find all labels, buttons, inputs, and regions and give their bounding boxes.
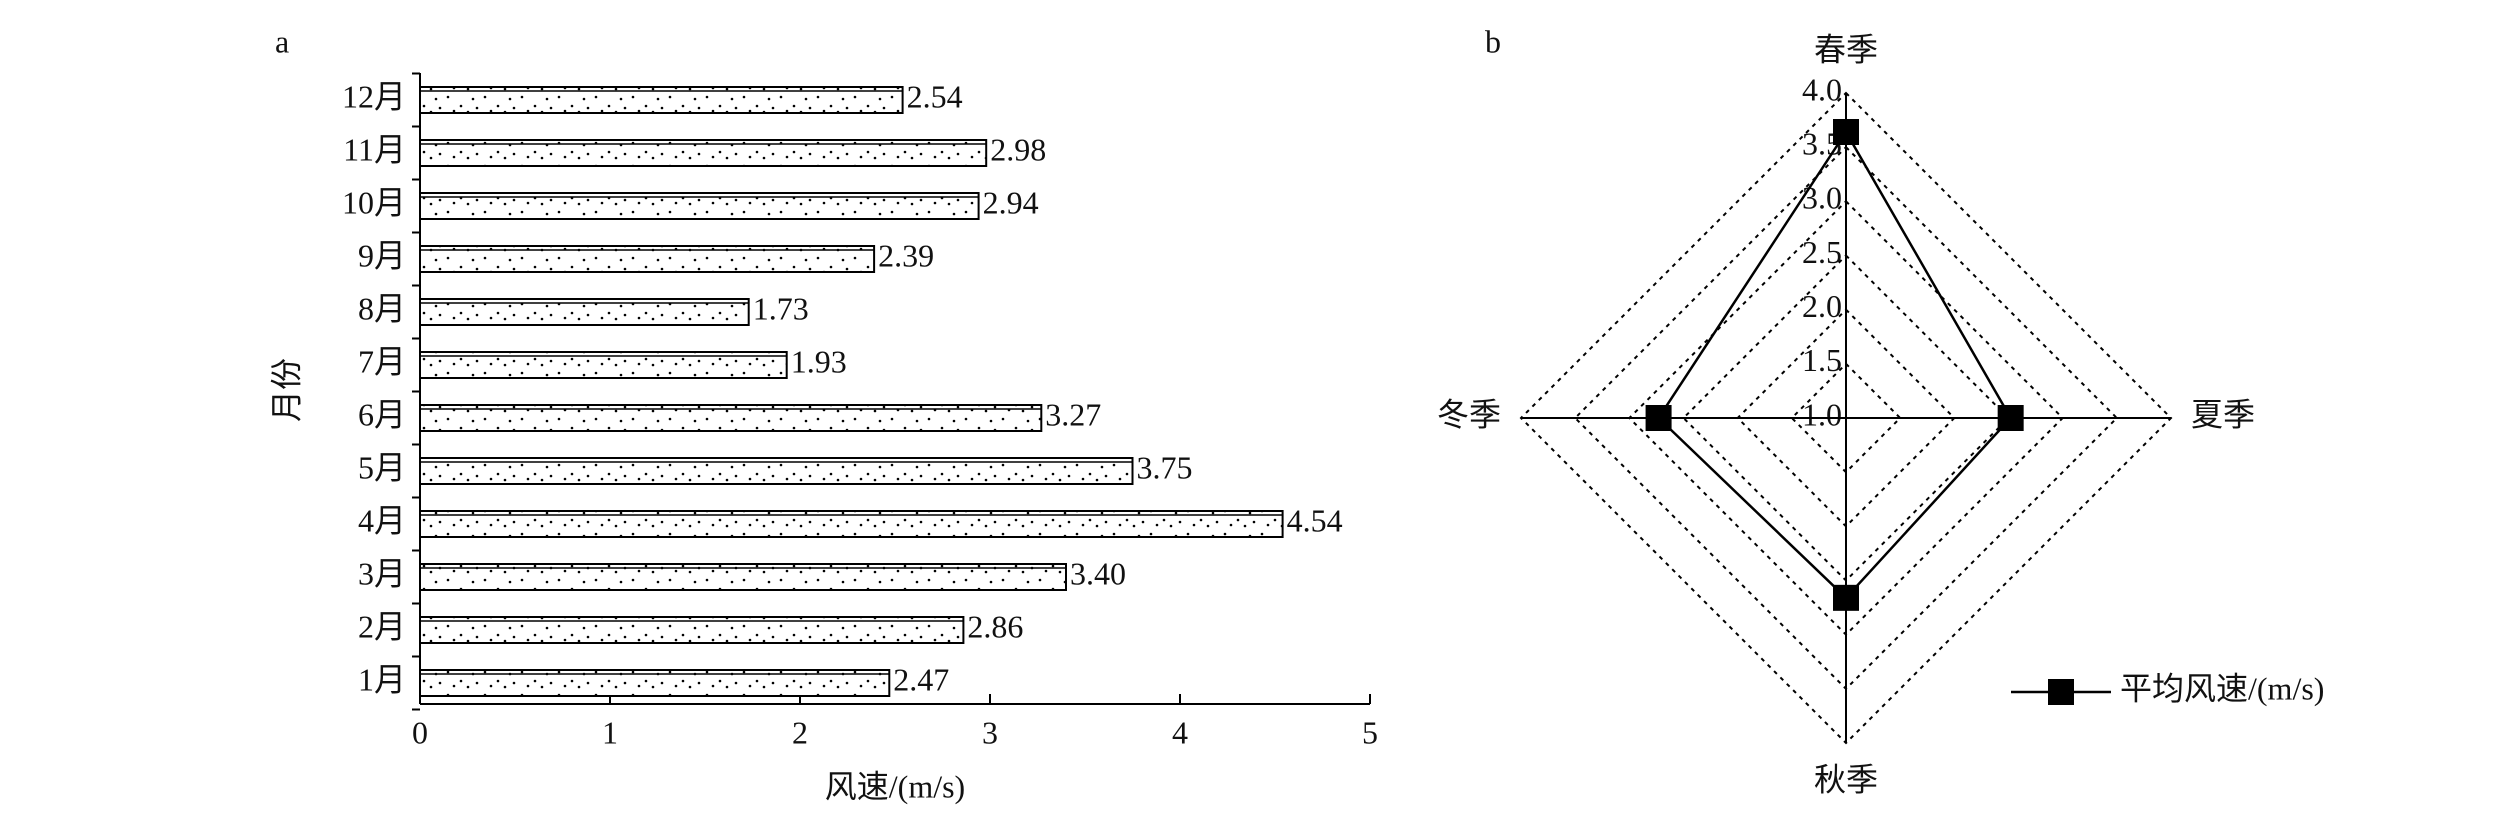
- y-tick-label: 12月: [342, 78, 406, 114]
- x-tick-label: 4: [1172, 714, 1188, 750]
- value-label: 2.39: [878, 237, 934, 273]
- radar-marker: [1645, 405, 1672, 431]
- y-tick-label: 11月: [343, 131, 406, 167]
- category-label: 夏季: [2191, 396, 2255, 432]
- panel-label: a: [275, 23, 289, 59]
- y-tick-label: 7月: [358, 343, 406, 379]
- y-tick-label: 2月: [358, 608, 406, 644]
- y-tick-label: 4月: [358, 502, 406, 538]
- value-label: 2.47: [893, 661, 949, 697]
- radar-marker: [1833, 584, 1859, 611]
- value-label: 2.98: [990, 131, 1046, 167]
- legend-label: 平均风速/(m/s): [2120, 670, 2324, 706]
- value-label: 3.40: [1070, 555, 1126, 591]
- y-tick-label: 5月: [358, 449, 406, 485]
- y-tick-label: 1月: [358, 661, 406, 697]
- value-label: 3.75: [1137, 449, 1193, 485]
- legend-marker: [2048, 679, 2074, 705]
- x-tick-label: 5: [1362, 714, 1378, 750]
- x-tick-label: 3: [982, 714, 998, 750]
- y-axis-title: 月份: [268, 358, 304, 422]
- value-label: 1.93: [791, 343, 847, 379]
- y-tick-label: 8月: [358, 290, 406, 326]
- category-label: 冬季: [1437, 396, 1501, 432]
- r-tick-label: 4.0: [1802, 71, 1842, 107]
- value-label: 4.54: [1287, 502, 1343, 538]
- x-tick-label: 2: [792, 714, 808, 750]
- panel-label: b: [1485, 23, 1501, 59]
- y-tick-label: 9月: [358, 237, 406, 273]
- value-label: 3.27: [1045, 396, 1101, 432]
- x-axis-title: 风速/(m/s): [825, 768, 965, 804]
- y-tick-label: 3月: [358, 555, 406, 591]
- category-label: 秋季: [1814, 761, 1878, 797]
- value-label: 1.73: [753, 290, 809, 326]
- y-tick-label: 10月: [342, 184, 406, 220]
- x-tick-label: 0: [412, 714, 428, 750]
- y-tick-label: 6月: [358, 396, 406, 432]
- value-label: 2.54: [907, 78, 963, 114]
- value-label: 2.94: [983, 184, 1039, 220]
- category-label: 春季: [1814, 31, 1878, 67]
- radar-marker: [1833, 119, 1859, 145]
- value-label: 2.86: [967, 608, 1023, 644]
- radar-marker: [1997, 405, 2024, 431]
- x-tick-label: 1: [602, 714, 618, 750]
